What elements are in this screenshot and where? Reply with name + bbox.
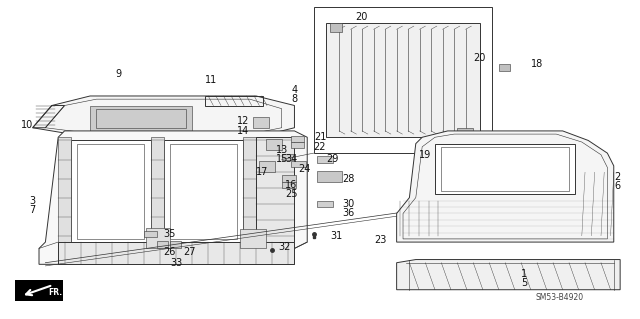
Polygon shape bbox=[282, 154, 294, 160]
Text: 13: 13 bbox=[276, 145, 288, 155]
Polygon shape bbox=[253, 117, 269, 128]
Polygon shape bbox=[317, 156, 333, 163]
Text: 20: 20 bbox=[355, 11, 368, 22]
Text: 2: 2 bbox=[614, 172, 620, 182]
Text: 16: 16 bbox=[285, 180, 298, 190]
Polygon shape bbox=[33, 96, 294, 137]
Text: 29: 29 bbox=[326, 154, 339, 165]
Text: FR.: FR. bbox=[48, 288, 62, 297]
Polygon shape bbox=[397, 131, 614, 242]
Polygon shape bbox=[291, 142, 304, 148]
Text: 17: 17 bbox=[257, 167, 269, 177]
Polygon shape bbox=[58, 137, 71, 242]
Polygon shape bbox=[145, 231, 157, 237]
Text: 26: 26 bbox=[164, 247, 176, 256]
Polygon shape bbox=[259, 161, 275, 172]
Polygon shape bbox=[58, 242, 294, 264]
Text: 12: 12 bbox=[237, 116, 250, 126]
Text: 30: 30 bbox=[342, 199, 355, 209]
Text: 9: 9 bbox=[116, 69, 122, 79]
Text: SM53-B4920: SM53-B4920 bbox=[536, 293, 584, 302]
Text: 20: 20 bbox=[474, 53, 486, 63]
Polygon shape bbox=[256, 137, 294, 242]
Polygon shape bbox=[458, 128, 473, 137]
Text: 32: 32 bbox=[278, 242, 291, 252]
Text: 22: 22 bbox=[314, 142, 326, 152]
Text: 3: 3 bbox=[29, 196, 36, 206]
Text: 24: 24 bbox=[298, 164, 310, 174]
Text: 21: 21 bbox=[314, 132, 326, 142]
Polygon shape bbox=[151, 137, 164, 242]
Text: 36: 36 bbox=[342, 209, 355, 219]
Polygon shape bbox=[330, 23, 342, 33]
Polygon shape bbox=[147, 228, 170, 249]
Text: 11: 11 bbox=[205, 75, 218, 85]
Text: 31: 31 bbox=[330, 231, 342, 241]
Bar bbox=[15, 280, 63, 301]
Polygon shape bbox=[90, 106, 192, 131]
Text: 18: 18 bbox=[531, 59, 543, 69]
Polygon shape bbox=[164, 140, 243, 242]
Polygon shape bbox=[397, 260, 620, 290]
Text: 19: 19 bbox=[419, 150, 431, 160]
Polygon shape bbox=[71, 140, 151, 242]
Text: 23: 23 bbox=[374, 235, 387, 246]
Polygon shape bbox=[243, 137, 256, 242]
Polygon shape bbox=[282, 182, 296, 188]
Text: 27: 27 bbox=[183, 247, 195, 256]
Text: 1: 1 bbox=[522, 269, 527, 279]
Polygon shape bbox=[170, 241, 180, 249]
Polygon shape bbox=[39, 131, 307, 264]
Polygon shape bbox=[291, 161, 306, 167]
Polygon shape bbox=[499, 64, 510, 70]
Text: 35: 35 bbox=[164, 229, 176, 239]
Polygon shape bbox=[317, 201, 333, 207]
Polygon shape bbox=[291, 136, 304, 142]
Polygon shape bbox=[266, 139, 282, 150]
Text: 33: 33 bbox=[170, 258, 182, 268]
Text: 7: 7 bbox=[29, 205, 36, 215]
Text: 14: 14 bbox=[237, 126, 250, 136]
Polygon shape bbox=[282, 175, 296, 182]
Polygon shape bbox=[157, 241, 168, 249]
Text: 25: 25 bbox=[285, 189, 298, 199]
Text: 10: 10 bbox=[21, 120, 34, 130]
Text: 6: 6 bbox=[614, 182, 620, 191]
Polygon shape bbox=[317, 171, 342, 182]
Text: 8: 8 bbox=[291, 94, 298, 104]
Text: 28: 28 bbox=[342, 174, 355, 183]
Text: 34: 34 bbox=[285, 154, 298, 165]
Polygon shape bbox=[435, 144, 575, 195]
Polygon shape bbox=[326, 23, 479, 137]
Text: 15: 15 bbox=[275, 154, 288, 165]
Text: 5: 5 bbox=[521, 278, 527, 288]
Text: FR.: FR. bbox=[35, 282, 50, 292]
Polygon shape bbox=[240, 229, 266, 249]
Text: 4: 4 bbox=[291, 85, 298, 95]
